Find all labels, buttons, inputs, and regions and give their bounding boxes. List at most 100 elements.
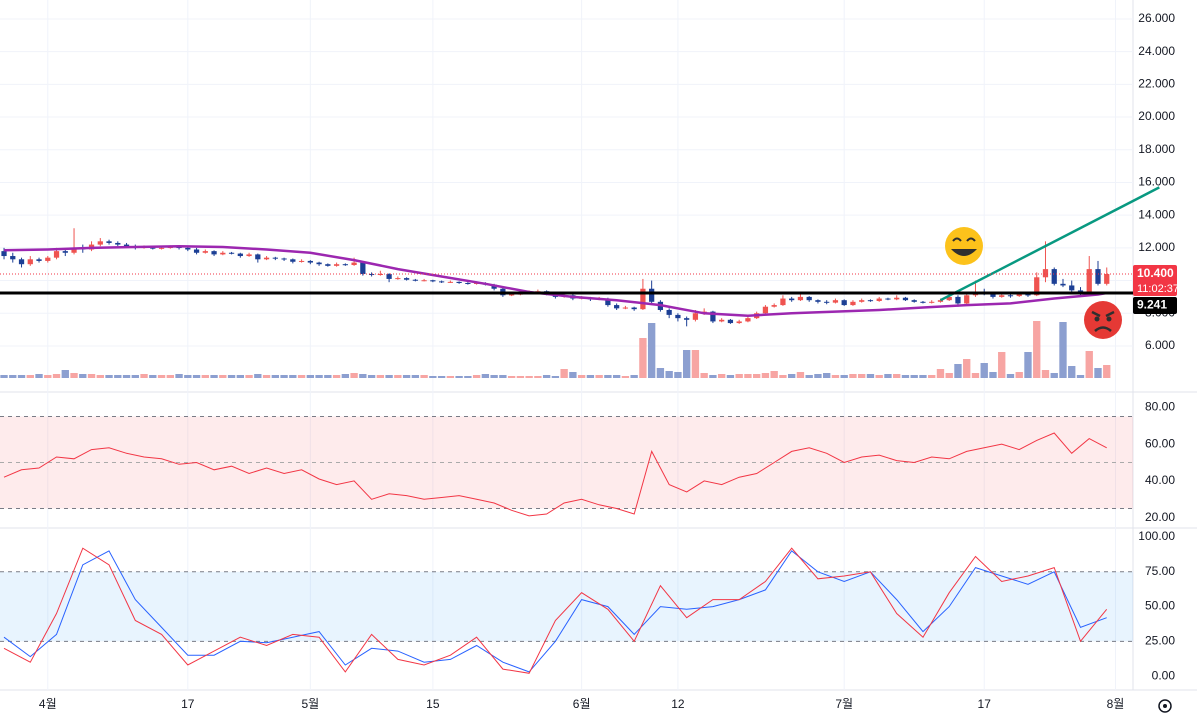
layers: 4월175월156월127월178월6.0008.00010.00012.000… (0, 0, 1177, 712)
volume-bar (700, 373, 708, 378)
candle-body (325, 264, 331, 266)
volume-bar (140, 374, 148, 378)
x-tick-label: 7월 (835, 697, 853, 711)
volume-bar (376, 375, 385, 378)
y-tick-label: 20.000 (1138, 109, 1175, 123)
volume-bar (1094, 368, 1102, 378)
volume-bar (1015, 372, 1023, 378)
volume-bar (490, 375, 498, 378)
volume-bar (752, 374, 761, 378)
candle-body (990, 293, 996, 297)
volume-bar (149, 375, 157, 378)
candle-body (1, 251, 7, 257)
y-tick-label: 24.000 (1138, 44, 1175, 58)
candle-body (797, 296, 804, 301)
volume-bar (429, 376, 437, 378)
volume-bar (1041, 370, 1050, 378)
volume-bar (227, 375, 236, 378)
candle-body (605, 298, 611, 306)
candle-body (745, 318, 751, 322)
volume-bar (682, 350, 691, 378)
volume-bar (980, 363, 988, 378)
candle-body (412, 279, 418, 281)
volume-bar (534, 376, 542, 378)
candle-body (1034, 277, 1040, 296)
volume-bar (79, 374, 87, 378)
candle-body (946, 296, 952, 301)
x-tick-label: 5월 (301, 697, 319, 711)
volume-bar (175, 374, 183, 378)
candle-body (841, 300, 847, 306)
candle-body (789, 298, 795, 301)
volume-bar (332, 375, 341, 378)
volume-bar (131, 375, 139, 378)
volume-bar (595, 375, 603, 378)
stoch-k-line (3, 547, 1108, 674)
y-tick-label: 22.000 (1138, 77, 1175, 91)
volume-bar (192, 375, 201, 378)
candle-body (727, 319, 734, 324)
volume-bar (114, 375, 122, 378)
candle-body (649, 288, 655, 302)
candle-body (876, 298, 882, 301)
volume-bar (184, 375, 192, 378)
volume-bar (26, 375, 34, 378)
candle-body (614, 305, 620, 309)
candle-body (622, 307, 629, 309)
volume-bar (280, 375, 288, 378)
volume-bar (770, 371, 778, 378)
candle-body (290, 259, 296, 262)
stoch-d-line (3, 550, 1107, 673)
candle-body (45, 257, 51, 261)
volume-bar (0, 375, 8, 378)
volume-bar (577, 375, 586, 378)
volume-bar (315, 375, 323, 378)
volume-bar (525, 376, 533, 378)
volume-bar (1068, 366, 1076, 378)
volume-bar (341, 374, 350, 378)
y-tick-label: 18.000 (1138, 142, 1175, 156)
candle-body (62, 251, 68, 253)
candle-body (27, 259, 33, 265)
rsi-line (3, 432, 1107, 517)
volume-bar (989, 372, 997, 378)
candle-body (955, 296, 961, 304)
candle-body (395, 278, 401, 280)
candle-body (692, 313, 699, 320)
candle-body (902, 297, 909, 301)
volume-bar (61, 370, 69, 378)
candle-body (859, 300, 865, 302)
candle-body (937, 300, 944, 302)
volume-bar (122, 375, 131, 378)
volume-bar (446, 376, 455, 378)
y-tick-label: 16.000 (1138, 175, 1175, 189)
volume-bar (350, 373, 358, 378)
volume-bar (271, 375, 280, 378)
volume-bar (87, 374, 96, 378)
y-tick-label: 6.000 (1145, 338, 1175, 352)
candle-body (263, 257, 270, 260)
hline-price-box (1133, 297, 1177, 315)
emoji-happy (945, 227, 983, 265)
volume-bar (866, 374, 875, 378)
volume-bar (858, 374, 866, 378)
volume-bar (1103, 365, 1111, 378)
volume-bar (971, 373, 980, 378)
x-tick-label: 12 (671, 697, 685, 711)
candle-body (211, 251, 217, 255)
candle-body (867, 300, 874, 302)
volume-bar (647, 323, 656, 378)
y-tick-label: 14.000 (1138, 207, 1175, 221)
volume-bar (849, 374, 857, 378)
volume-bar (367, 375, 376, 378)
candle-body (1051, 269, 1057, 284)
volume-bar (420, 375, 428, 378)
candle-body (281, 258, 287, 260)
x-tick-label: 4월 (39, 697, 57, 711)
settings-button[interactable] (1158, 699, 1172, 713)
volume-bar (586, 375, 595, 378)
candle-body (509, 294, 515, 296)
candle-body (1025, 294, 1031, 296)
candle-body (911, 300, 917, 302)
